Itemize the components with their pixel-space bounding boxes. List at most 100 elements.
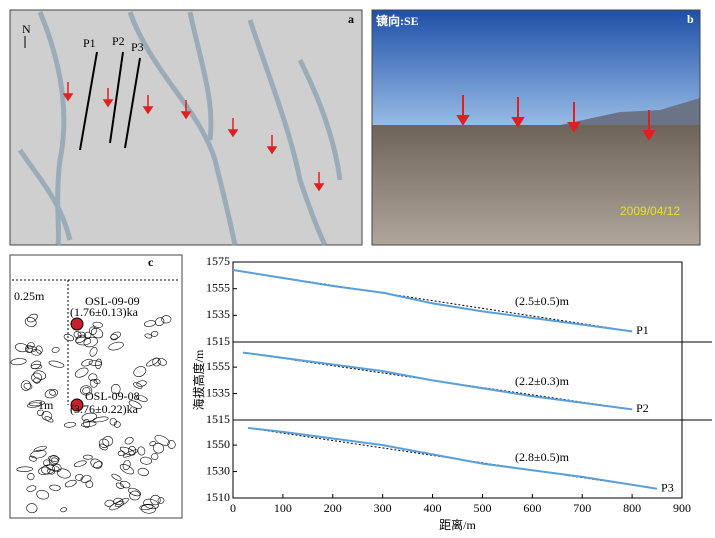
pebble <box>91 327 104 339</box>
ground <box>372 125 700 245</box>
panel-c: c 0.25m 1m OSL-09-09 (1.76±0.13)ka OSL-0… <box>9 254 183 519</box>
pebble <box>63 422 77 428</box>
pebble <box>98 438 110 448</box>
pebble <box>64 479 77 488</box>
y-tick-label: 1535 <box>206 307 230 321</box>
y-tick-label: 1555 <box>206 280 230 294</box>
pebble <box>144 333 153 339</box>
pebble <box>128 487 142 497</box>
profile-chart: 1515 1535 1555 1575 P1 (2.5±0.5)m 1515 1535 1555… <box>191 254 712 532</box>
panel-b: 镜向:SE b 2009/04/12 <box>371 9 701 246</box>
annotation: (2.8±0.5)m <box>515 450 570 464</box>
pebble <box>85 480 94 489</box>
x-tick-label: 900 <box>673 501 691 515</box>
pebble <box>110 331 121 340</box>
pebble <box>41 464 55 475</box>
arrows <box>62 82 325 192</box>
pebble <box>117 450 125 456</box>
pebble <box>137 468 149 476</box>
pebble <box>108 341 124 351</box>
profile-line <box>247 426 658 490</box>
sample-age: (3.76±0.22)ka <box>70 402 139 416</box>
pebble <box>150 494 161 506</box>
pebble <box>133 382 143 389</box>
sample-age: (1.76±0.13)ka <box>70 305 139 319</box>
pebble <box>44 416 54 423</box>
depth-top: 0.25m <box>14 289 45 303</box>
pebble <box>26 402 42 408</box>
pebble <box>26 342 35 350</box>
sample <box>70 317 84 331</box>
date: 2009/04/12 <box>620 204 680 218</box>
pebble <box>143 498 159 510</box>
x-tick-label: 300 <box>374 501 392 515</box>
pebble <box>124 437 134 445</box>
pebble <box>81 358 93 367</box>
panel-label: b <box>687 12 694 26</box>
pebble <box>154 435 170 446</box>
pebble <box>41 411 53 421</box>
pebble <box>89 378 98 388</box>
pebble <box>33 445 47 452</box>
pebble <box>93 461 103 469</box>
pebble <box>137 446 146 456</box>
pebble <box>128 445 137 456</box>
pebble <box>10 358 27 366</box>
pebble <box>92 321 103 328</box>
pebble <box>80 385 93 396</box>
pebble <box>154 317 165 326</box>
pebble <box>89 347 98 357</box>
y-tick-label: 1555 <box>206 359 230 373</box>
sample-name: OSL-09-08 <box>85 389 140 403</box>
pebble <box>77 331 87 338</box>
plot-frame <box>232 261 683 499</box>
pebble <box>167 440 176 449</box>
sky <box>372 10 700 130</box>
pebble <box>63 334 75 342</box>
pebble <box>135 394 148 402</box>
pebble <box>16 466 33 472</box>
pebble <box>115 482 124 489</box>
profile-label: P2 <box>112 34 125 48</box>
panel-a: a N P1 P2 P3 <box>9 9 363 247</box>
pebble <box>152 357 161 367</box>
pebble <box>30 364 43 370</box>
pebble <box>23 382 33 390</box>
x-tick-label: 700 <box>573 501 591 515</box>
pebble <box>109 418 117 426</box>
pebble <box>60 507 67 513</box>
profile-line <box>242 351 633 411</box>
pebble <box>149 441 156 447</box>
pebble <box>157 497 165 504</box>
x-tick-label: 500 <box>473 501 491 515</box>
pebble <box>74 367 89 378</box>
profile-label: P3 <box>131 40 144 54</box>
pebble <box>28 455 37 462</box>
pebble <box>27 313 38 323</box>
series-label: P2 <box>636 401 649 415</box>
pebble <box>35 345 43 354</box>
pebble <box>48 455 60 462</box>
y-tick-label: 1530 <box>206 463 230 477</box>
direction: 镜向:SE <box>376 13 419 28</box>
pebble <box>161 315 172 324</box>
x-tick-label: 200 <box>324 501 342 515</box>
profile-line <box>232 269 633 333</box>
pebble <box>47 468 55 475</box>
pebble <box>81 412 98 422</box>
y-tick-label: 1535 <box>206 385 230 399</box>
y-tick-label: 1515 <box>206 412 230 426</box>
pebble <box>73 331 82 339</box>
pebble <box>122 459 131 471</box>
pebble <box>51 347 60 353</box>
x-tick-label: 100 <box>274 501 292 515</box>
annotation: (2.2±0.3)m <box>515 374 570 388</box>
profile-line <box>109 51 124 144</box>
pebble <box>119 463 135 475</box>
channels <box>17 11 343 247</box>
annotation: (2.5±0.5)m <box>515 294 570 308</box>
y-tick-label: 1550 <box>206 437 230 451</box>
pebble <box>151 453 159 461</box>
x-axis-label: 距离/m <box>439 517 476 532</box>
